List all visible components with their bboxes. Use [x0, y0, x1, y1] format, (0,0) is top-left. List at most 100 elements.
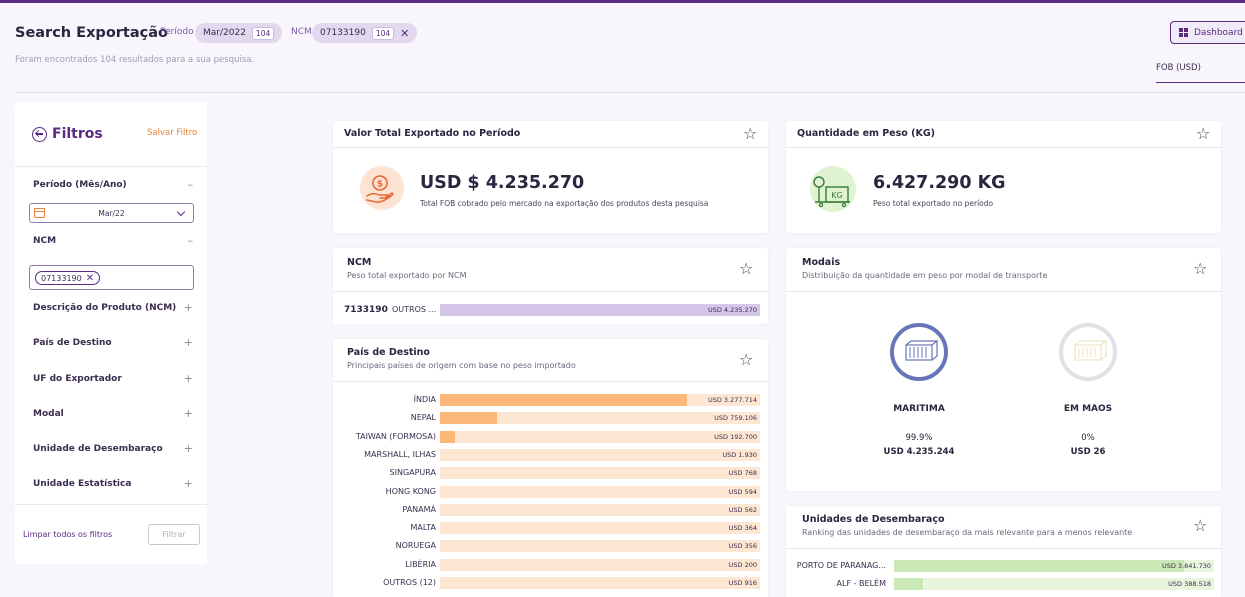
card-modais-title: Modais: [802, 257, 841, 268]
pais-bar-track: USD 3.277.714: [440, 394, 760, 406]
pais-row: ÍNDIA USD 3.277.714: [333, 394, 768, 406]
filter-ncm-header[interactable]: NCM –: [33, 234, 194, 247]
ncm-chip-count: 104: [371, 26, 395, 40]
card-modais: Modais Distribuição da quantidade em pes…: [786, 248, 1221, 491]
filter-periodo-header[interactable]: Período (Mês/Ano) –: [33, 178, 194, 191]
star-icon[interactable]: ☆: [743, 124, 758, 143]
maritima-container-icon: [889, 322, 949, 382]
modal-maritima-usd: USD 4.235.244: [883, 447, 955, 457]
star-icon[interactable]: ☆: [739, 259, 754, 278]
pais-row-label: NORUEGA: [395, 541, 436, 551]
dashboard-button[interactable]: Dashboard: [1170, 21, 1245, 44]
unidade-row: ALF - BELÉM USD 388.518: [786, 578, 1221, 590]
expand-icon[interactable]: +: [183, 301, 193, 314]
pais-row: OUTROS (12) USD 916: [333, 577, 768, 589]
back-arrow-icon[interactable]: [32, 126, 47, 142]
top-accent-line: [0, 0, 1245, 3]
unidade-bar: [894, 578, 924, 590]
star-icon[interactable]: ☆: [739, 350, 754, 369]
close-icon[interactable]: ✕: [400, 26, 410, 40]
card-divider: [333, 381, 768, 382]
scale-kg-icon: KG: [810, 166, 856, 212]
expand-icon[interactable]: +: [183, 372, 193, 385]
pais-bar-track: USD 200: [440, 558, 760, 571]
periodo-date-select[interactable]: Mar/22: [29, 203, 194, 223]
card-pais-title: País de Destino: [347, 347, 430, 358]
svg-text:$: $: [377, 180, 383, 190]
ncm-chip-value: 07133190: [320, 28, 366, 38]
em-maos-container-icon: [1058, 322, 1118, 382]
periodo-chip[interactable]: Mar/2022 104: [195, 23, 283, 43]
pais-bar-track: USD 356: [440, 540, 760, 553]
pais-bar-value: USD 562: [728, 505, 757, 514]
card-divider: [786, 548, 1221, 549]
close-icon[interactable]: ✕: [85, 272, 95, 284]
clear-filters-link[interactable]: Limpar todos os filtros: [23, 530, 113, 539]
filter-unidade-estatistica-label: Unidade Estatística: [33, 479, 132, 489]
ncm-tag-input[interactable]: 07133190 ✕: [29, 265, 194, 290]
chevron-down-icon[interactable]: [176, 207, 186, 216]
pais-bar-track: USD 768: [440, 467, 760, 480]
star-icon[interactable]: ☆: [1193, 259, 1208, 278]
dashboard-grid-icon: [1179, 28, 1188, 37]
pais-bar-value: USD 594: [728, 487, 757, 496]
card-ncm-title: NCM: [347, 257, 372, 268]
page-title: Search Exportação: [15, 25, 168, 41]
currency-tab[interactable]: FOB (USD): [1156, 63, 1201, 73]
expand-icon[interactable]: +: [183, 442, 193, 455]
ncm-chip[interactable]: 07133190 104 ✕: [312, 23, 418, 43]
pais-row: SINGAPURA USD 768: [333, 467, 768, 480]
star-icon[interactable]: ☆: [1193, 516, 1208, 535]
filter-descricao[interactable]: Descrição do Produto (NCM) +: [33, 301, 193, 314]
card-ncm: NCM Peso total exportado por NCM ☆ 71331…: [333, 248, 768, 324]
pais-row-label: HONG KONG: [385, 486, 436, 496]
peso-total-value: 6.427.290 KG: [873, 173, 1006, 193]
card-divider: [333, 147, 768, 148]
pais-bar-value: USD 916: [728, 579, 757, 587]
filters-title-label: Filtros: [52, 126, 103, 142]
pais-row-label: OUTROS (12): [383, 578, 436, 587]
filter-modal[interactable]: Modal +: [33, 407, 193, 420]
filters-title[interactable]: Filtros: [32, 126, 103, 142]
filter-unidade-desembaraco[interactable]: Unidade de Desembaraço +: [33, 442, 193, 455]
filter-descricao-label: Descrição do Produto (NCM): [33, 303, 177, 313]
periodo-filter-label: Período: [160, 27, 194, 37]
filter-pais[interactable]: País de Destino +: [33, 336, 193, 349]
filters-sidebar: Filtros Salvar Filtro Período (Mês/Ano) …: [15, 102, 207, 564]
periodo-chip-count: 104: [251, 26, 275, 40]
card-valor-total: Valor Total Exportado no Período ☆ $ USD…: [333, 121, 768, 233]
pais-bar-value: USD 192.700: [714, 432, 757, 441]
pais-bar: [440, 430, 455, 443]
pais-bar-track: USD 562: [440, 503, 760, 516]
expand-icon[interactable]: +: [183, 477, 193, 490]
ncm-bar-track: USD 4.235.270: [440, 304, 760, 316]
valor-total-desc: Total FOB cobrado pelo mercado na export…: [420, 199, 709, 208]
save-filter-link[interactable]: Salvar Filtro: [147, 128, 198, 138]
unidade-bar-track: USD 388.518: [894, 578, 1214, 590]
filter-unidade-estatistica[interactable]: Unidade Estatística +: [33, 477, 193, 490]
filter-unidade-desembaraco-label: Unidade de Desembaraço: [33, 444, 163, 454]
sidebar-divider: [15, 166, 207, 167]
pais-row: TAIWAN (FORMOSA) USD 192.700: [333, 430, 768, 443]
modal-em-maos-name: EM MAOS: [1063, 404, 1113, 414]
pais-bar-value: USD 364: [728, 524, 757, 533]
card-divider: [786, 291, 1221, 292]
filter-uf-label: UF do Exportador: [33, 374, 122, 384]
pais-bar-track: USD 192.700: [440, 430, 760, 443]
expand-icon[interactable]: +: [183, 336, 193, 349]
collapse-icon[interactable]: –: [187, 178, 194, 191]
calendar-icon: [34, 208, 45, 218]
ncm-tag-value: 07133190: [41, 273, 82, 283]
pais-row: LIBÉRIA USD 200: [333, 558, 768, 571]
filter-uf[interactable]: UF do Exportador +: [33, 372, 193, 385]
pais-row-label: MARSHALL, ILHAS: [364, 449, 436, 459]
pais-bar: [440, 412, 498, 425]
star-icon[interactable]: ☆: [1196, 124, 1211, 143]
dashboard-button-label: Dashboard: [1194, 27, 1243, 38]
expand-icon[interactable]: +: [183, 407, 193, 420]
filter-button[interactable]: Filtrar: [148, 524, 200, 545]
collapse-icon[interactable]: –: [187, 234, 194, 247]
peso-total-desc: Peso total exportado no período: [873, 199, 994, 208]
periodo-chip-value: Mar/2022: [203, 28, 246, 38]
ncm-tag[interactable]: 07133190 ✕: [35, 271, 101, 285]
